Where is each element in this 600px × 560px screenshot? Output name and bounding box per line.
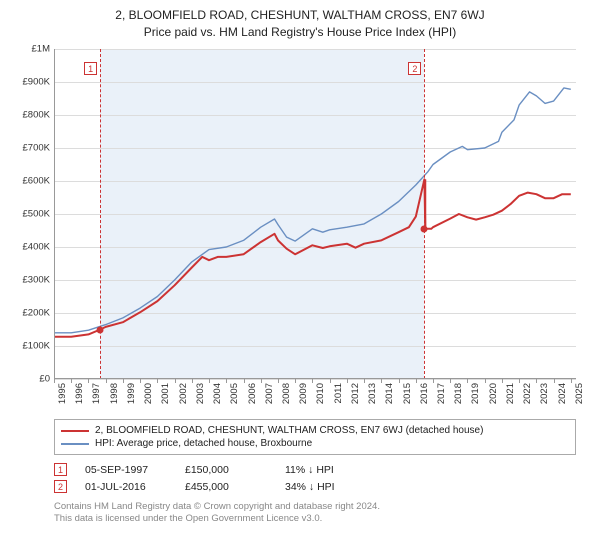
sale-price: £150,000 [185, 464, 267, 476]
x-tick-label: 2007 [264, 383, 275, 404]
x-tick-label: 2000 [143, 383, 154, 404]
x-tick-label: 2009 [298, 383, 309, 404]
x-tick-label: 2016 [419, 383, 430, 404]
x-tick-label: 2025 [574, 383, 585, 404]
x-tick-label: 1998 [109, 383, 120, 404]
sale-date: 05-SEP-1997 [85, 464, 167, 476]
x-tick-label: 2003 [195, 383, 206, 404]
x-tick-label: 2001 [160, 383, 171, 404]
footer: Contains HM Land Registry data © Crown c… [54, 501, 576, 526]
sale-row: 1 05-SEP-1997 £150,000 11% ↓ HPI [54, 461, 576, 478]
legend-item: HPI: Average price, detached house, Brox… [61, 437, 569, 450]
y-tick-label: £700K [23, 143, 50, 154]
x-tick-label: 2008 [281, 383, 292, 404]
footer-line1: Contains HM Land Registry data © Crown c… [54, 501, 576, 513]
y-tick-label: £900K [23, 77, 50, 88]
x-tick-label: 2002 [178, 383, 189, 404]
x-axis-line [54, 378, 576, 379]
x-tick-label: 2015 [402, 383, 413, 404]
x-tick-label: 2011 [333, 383, 344, 403]
y-tick-label: £600K [23, 176, 50, 187]
gridline-h [54, 379, 576, 380]
legend: 2, BLOOMFIELD ROAD, CHESHUNT, WALTHAM CR… [54, 419, 576, 455]
x-tick-label: 2017 [436, 383, 447, 404]
y-tick-label: £300K [23, 275, 50, 286]
line-series [54, 49, 576, 379]
y-tick-label: £400K [23, 242, 50, 253]
x-tick-label: 2024 [557, 383, 568, 404]
x-tick-label: 1997 [91, 383, 102, 404]
sale-price: £455,000 [185, 481, 267, 493]
x-tick-label: 2005 [229, 383, 240, 404]
x-tick-label: 2004 [212, 383, 223, 404]
legend-swatch [61, 430, 89, 432]
chart-area: £0 £100K £200K £300K £400K £500K £600K £700K £80… [12, 45, 588, 415]
x-tick-label: 2023 [539, 383, 550, 404]
chart-title-line1: 2, BLOOMFIELD ROAD, CHESHUNT, WALTHAM CR… [12, 8, 588, 22]
x-tick-label: 1996 [74, 383, 85, 404]
legend-swatch [61, 443, 89, 445]
x-tick-label: 2020 [488, 383, 499, 404]
sale-row-marker: 2 [54, 480, 67, 493]
x-tick-label: 2021 [505, 383, 516, 404]
sale-point-dot [97, 326, 104, 333]
y-axis-labels: £0£100K£200K£300K£400K£500K£600K£700K£80… [12, 49, 52, 379]
legend-label: HPI: Average price, detached house, Brox… [95, 438, 312, 449]
x-tick-label: 1995 [57, 383, 68, 404]
sale-point-dot [421, 225, 428, 232]
x-tick-label: 2019 [470, 383, 481, 404]
x-tick-label: 2022 [522, 383, 533, 404]
chart-container: 2, BLOOMFIELD ROAD, CHESHUNT, WALTHAM CR… [0, 0, 600, 560]
x-tick-label: 2014 [384, 383, 395, 404]
y-tick-label: £100K [23, 341, 50, 352]
footer-line2: This data is licensed under the Open Gov… [54, 513, 576, 525]
sale-delta: 11% ↓ HPI [285, 464, 367, 476]
legend-item: 2, BLOOMFIELD ROAD, CHESHUNT, WALTHAM CR… [61, 424, 569, 437]
y-axis-line [54, 49, 55, 379]
sale-marker-2: 2 [408, 62, 421, 75]
sales-table: 1 05-SEP-1997 £150,000 11% ↓ HPI 2 01-JUL-201… [54, 461, 576, 495]
series-hpi [54, 88, 571, 333]
sale-row: 2 01-JUL-2016 £455,000 34% ↓ HPI [54, 478, 576, 495]
sale-row-marker: 1 [54, 463, 67, 476]
x-tick-label: 2018 [453, 383, 464, 404]
plot-region: 12 [54, 49, 576, 379]
y-tick-label: £200K [23, 308, 50, 319]
legend-label: 2, BLOOMFIELD ROAD, CHESHUNT, WALTHAM CR… [95, 425, 483, 436]
sale-marker-1: 1 [84, 62, 97, 75]
chart-title-line2: Price paid vs. HM Land Registry's House … [12, 25, 588, 39]
x-tick-label: 2013 [367, 383, 378, 404]
x-tick-label: 1999 [126, 383, 137, 404]
x-axis-labels: 1995 1996 1997 1998 1999 2000 2001 2002 2003 2004… [54, 381, 576, 415]
x-tick-label: 2012 [350, 383, 361, 404]
sale-date: 01-JUL-2016 [85, 481, 167, 493]
y-tick-label: £800K [23, 110, 50, 121]
sale-vline [424, 49, 425, 379]
y-tick-label: £500K [23, 209, 50, 220]
x-tick-label: 2006 [247, 383, 258, 404]
sale-delta: 34% ↓ HPI [285, 481, 367, 493]
y-tick-label: £1M [32, 44, 50, 55]
x-tick-label: 2010 [315, 383, 326, 404]
y-tick-label: £0 [39, 374, 50, 385]
